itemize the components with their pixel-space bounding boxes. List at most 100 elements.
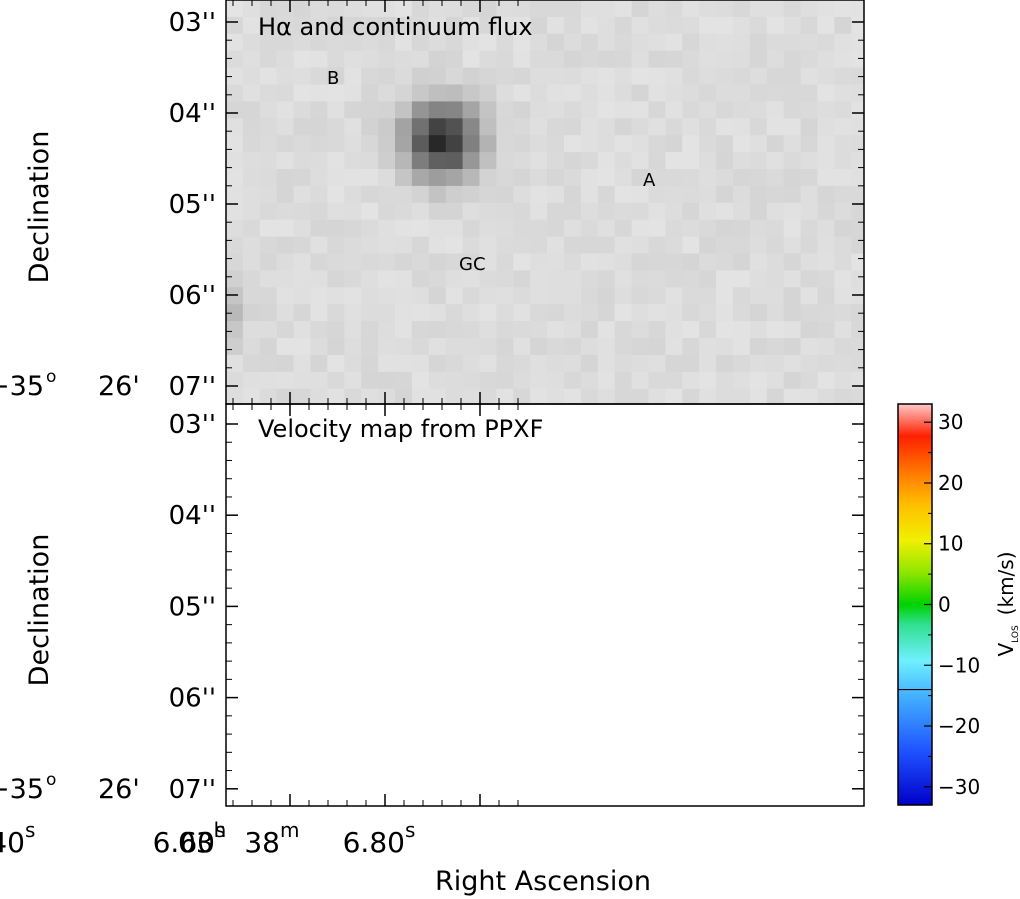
flux-pixel [411,135,430,153]
flux-pixel [547,371,565,390]
flux-pixel [783,219,802,238]
flux-pixel [496,33,514,52]
flux-pixel [496,270,514,288]
flux-pixel [547,321,565,339]
flux-pixel [327,67,345,86]
flux-pixel [783,84,802,102]
flux-pixel [496,185,514,204]
flux-pixel [361,169,379,187]
flux-pixel [800,236,819,255]
flux-pixel [648,287,666,305]
flux-pixel [226,371,244,390]
flux-pixel [851,84,864,102]
flux-pixel [851,50,864,69]
flux-pixel [783,388,802,404]
flux-pixel [547,202,565,221]
flux-pixel [699,67,717,86]
flux-pixel [800,67,819,86]
flux-pixel [361,287,379,305]
flux-pixel [445,371,464,390]
flux-pixel [259,185,278,204]
flux-pixel [293,388,312,404]
flux-pixel [259,67,278,86]
flux-pixel [648,354,666,373]
flux-pixel [766,338,785,356]
flux-pixel [682,270,700,288]
flux-pixel [496,169,514,187]
flux-pixel [327,118,345,136]
flux-pixel [783,338,802,356]
flux-pixel [597,321,616,339]
flux-pixel [378,33,396,52]
flux-pixel [344,304,362,322]
flux-pixel [530,118,548,136]
flux-pixel [276,152,295,170]
flux-pixel [749,338,768,356]
flux-pixel [395,67,413,86]
flux-pixel [766,50,785,69]
colorbar-tick-label: 10 [938,532,963,556]
flux-pixel [800,219,819,238]
flux-pixel [445,287,464,305]
flux-pixel [817,253,835,271]
flux-pixel [733,202,751,221]
flux-pixel [800,287,819,305]
flux-pixel [259,253,278,271]
flux-pixel [462,67,481,86]
flux-pixel [530,67,548,86]
flux-pixel [766,135,785,153]
flux-pixel [327,287,345,305]
flux-pixel [242,253,261,271]
flux-pixel [648,0,666,18]
colorbar-label: VLOS (km/s) [994,551,1020,656]
flux-pixel [834,152,852,170]
flux-pixel [226,202,244,221]
flux-pixel [817,304,835,322]
flux-pixel [428,202,447,221]
flux-pixel [547,253,565,271]
flux-pixel [327,84,345,102]
flux-pixel [344,371,362,390]
flux-pixel [733,354,751,373]
flux-pixel [547,236,565,255]
x-tick-label-value: 6.40 [0,826,25,859]
flux-pixel [428,338,447,356]
flux-pixel [766,101,785,119]
flux-pixel [462,135,481,153]
flux-pixel [361,152,379,170]
flux-pixel [344,84,362,102]
flux-pixel [327,185,345,204]
flux-pixel [344,0,362,18]
flux-pixel [699,84,717,102]
flux-pixel [344,101,362,119]
flux-pixel [445,169,464,187]
flux-pixel [462,287,481,305]
flux-pixel [378,354,396,373]
flux-pixel [580,67,599,86]
flux-pixel [766,304,785,322]
flux-pixel [817,0,835,18]
flux-pixel [834,0,852,18]
flux-pixel [766,152,785,170]
flux-pixel [665,135,683,153]
flux-pixel [344,253,362,271]
flux-pixel [580,16,599,35]
flux-pixel [597,84,616,102]
flux-pixel [226,354,244,373]
flux-pixel [716,16,734,35]
flux-pixel [614,84,633,102]
flux-pixel [496,321,514,339]
flux-pixel [310,270,328,288]
flux-pixel [699,287,717,305]
flux-pixel [851,185,864,204]
flux-pixel [631,270,650,288]
flux-pixel [749,202,768,221]
flux-pixel [614,101,633,119]
flux-pixel [513,118,531,136]
x-tick-label-sup: s [25,818,35,842]
flux-pixel [361,338,379,356]
flux-pixel [530,338,548,356]
flux-pixel [631,371,650,390]
flux-pixel [411,84,430,102]
flux-pixel [293,50,312,69]
